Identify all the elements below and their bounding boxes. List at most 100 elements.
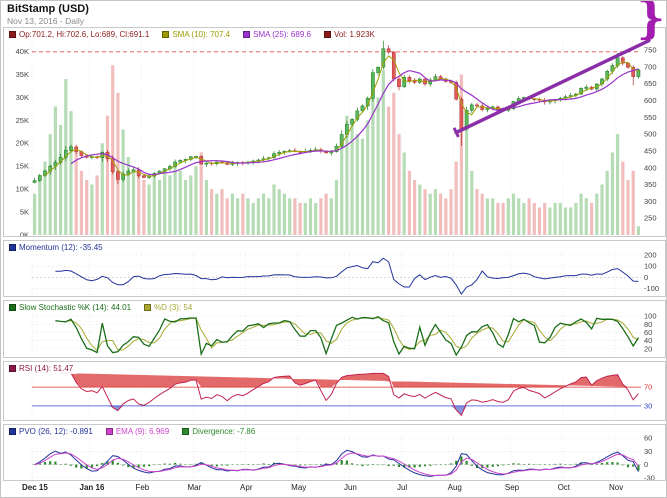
axis-tick-label: 100: [644, 262, 657, 271]
x-axis-label: Aug: [447, 483, 462, 492]
legend-swatch-icon: [9, 428, 16, 435]
x-axis-label: Sep: [504, 483, 520, 492]
legend-item[interactable]: SMA (25): 689.6: [243, 30, 311, 39]
axis-tick-label: 20: [644, 344, 652, 353]
trend-line-annotation[interactable]: [454, 38, 651, 135]
legend-swatch-icon: [9, 244, 16, 251]
axis-tick-label: 15K: [16, 162, 29, 171]
legend-label: Op:701.2, Hi:702.6, Lo:689, Cl:691.1: [19, 30, 150, 39]
legend-swatch-icon: [9, 31, 16, 38]
axis-tick-label: 200: [644, 250, 657, 259]
axis-tick-label: 5K: [20, 208, 29, 217]
chart-subtitle: Nov 13, 2016 - Daily: [7, 16, 85, 26]
sma25-line: [70, 68, 639, 176]
pvo-panel: 60 30 0 -30 PVO (26, 12): -0.891 EMA (9): 6.…: [3, 424, 666, 481]
legend-label: Vol: 1.923K: [333, 30, 375, 39]
axis-tick-label: 60: [644, 328, 652, 337]
legend-label: %D (3): 54: [154, 303, 193, 312]
momentum-chart-canvas[interactable]: 200 100 0 -100: [4, 241, 665, 296]
axis-tick-label: 70: [644, 383, 652, 392]
legend-label: PVO (26, 12): -0.891: [19, 427, 93, 436]
x-axis-label: Jan 16: [79, 483, 105, 492]
axis-tick-label: 500: [644, 130, 657, 139]
axis-tick-label: 750: [644, 46, 657, 55]
legend-label: EMA (9): 6.969: [115, 427, 170, 436]
pvo-legend: PVO (26, 12): -0.891 EMA (9): 6.969 Diverg…: [9, 426, 260, 437]
legend-item[interactable]: Slow Stochastic %K (14): 44.01: [9, 303, 131, 312]
legend-item[interactable]: Momentum (12): -35.45: [9, 243, 103, 252]
axis-tick-label: 100: [644, 312, 657, 321]
axis-tick-label: 650: [644, 79, 657, 88]
axis-tick-label: 60: [644, 434, 652, 443]
rsi-chart-canvas[interactable]: 70 30: [4, 362, 665, 420]
axis-tick-label: 30: [644, 401, 652, 410]
axis-tick-label: 40K: [16, 47, 29, 56]
axis-tick-label: 40: [644, 336, 652, 345]
x-axis-label: Mar: [187, 483, 202, 492]
legend-swatch-icon: [162, 31, 170, 38]
legend-item[interactable]: SMA (10): 707.4: [162, 30, 230, 39]
chart-header: BitStamp (USD) Nov 13, 2016 - Daily: [7, 3, 89, 26]
axis-tick-label: 400: [644, 163, 657, 172]
momentum-panel: 200 100 0 -100 Momentum (12): -35.45: [3, 240, 666, 297]
axis-tick-label: 350: [644, 180, 657, 189]
legend-label: Momentum (12): -35.45: [19, 243, 103, 252]
legend-swatch-icon: [182, 428, 190, 435]
axis-tick-label: 0K: [20, 231, 29, 237]
legend-label: SMA (10): 707.4: [172, 30, 231, 39]
axis-tick-label: 0: [644, 460, 648, 469]
axis-tick-label: 20K: [16, 139, 29, 148]
x-axis-label: Dec 15: [21, 483, 48, 492]
pvo-ema-line: [34, 452, 639, 476]
x-axis-label: Jun: [343, 483, 357, 492]
price-chart-canvas[interactable]: 750 700 650 600 550 500 450 400 350 300 250 40K 35K 3…: [4, 28, 665, 236]
legend-label: RSI (14): 51.47: [19, 364, 74, 373]
brace-annotation[interactable]: }: [636, 0, 665, 44]
legend-swatch-icon: [9, 304, 16, 311]
legend-item[interactable]: PVO (26, 12): -0.891: [9, 427, 93, 436]
x-axis: Dec 15 Jan 16 Feb Mar Apr May Jun Jul Aug Sep Oct N…: [3, 482, 666, 497]
legend-swatch-icon: [9, 365, 16, 372]
axis-tick-label: 30K: [16, 93, 29, 102]
legend-label: SMA (25): 689.6: [253, 30, 311, 39]
stochastic-panel: 100 80 60 40 20 Slow Stochastic %K (14): 44.…: [3, 300, 666, 358]
price-panel: 750 700 650 600 550 500 450 400 350 300 250 40K 35K 3…: [3, 27, 666, 237]
rsi-oversold-fill: [60, 405, 639, 416]
momentum-legend: Momentum (12): -35.45: [9, 242, 107, 253]
legend-swatch-icon: [105, 428, 113, 435]
stochastic-legend: Slow Stochastic %K (14): 44.01 %D (3): 54: [9, 302, 197, 313]
axis-tick-label: 450: [644, 146, 657, 155]
axis-tick-label: 300: [644, 197, 657, 206]
legend-item[interactable]: Op:701.2, Hi:702.6, Lo:689, Cl:691.1: [9, 30, 149, 39]
stoch-d-line: [65, 317, 639, 351]
axis-tick-label: -30: [644, 473, 655, 480]
legend-item[interactable]: Vol: 1.923K: [323, 30, 375, 39]
legend-item[interactable]: EMA (9): 6.969: [105, 427, 170, 436]
legend-item[interactable]: RSI (14): 51.47: [9, 364, 73, 373]
axis-tick-label: 25K: [16, 116, 29, 125]
chart-title: BitStamp (USD): [7, 3, 89, 15]
legend-item[interactable]: %D (3): 54: [144, 303, 192, 312]
legend-swatch-icon: [243, 31, 251, 38]
legend-item[interactable]: Divergence: -7.86: [182, 427, 255, 436]
rsi-panel: 70 30 RSI (14): 51.47: [3, 361, 666, 421]
price-legend: Op:701.2, Hi:702.6, Lo:689, Cl:691.1 SMA …: [9, 29, 379, 40]
axis-tick-label: 0: [644, 273, 648, 282]
legend-label: Divergence: -7.86: [192, 427, 256, 436]
x-axis-label: Apr: [240, 483, 253, 492]
axis-tick-label: 700: [644, 62, 657, 71]
axis-tick-label: -100: [644, 284, 659, 293]
stoch-k-line: [55, 315, 639, 357]
rsi-legend: RSI (14): 51.47: [9, 363, 78, 374]
x-axis-label: Feb: [135, 483, 150, 492]
axis-tick-label: 30: [644, 447, 652, 456]
axis-tick-label: 250: [644, 214, 657, 223]
pvo-chart-canvas[interactable]: 60 30 0 -30: [4, 425, 665, 480]
legend-label: Slow Stochastic %K (14): 44.01: [19, 303, 132, 312]
x-axis-label: Jul: [396, 483, 408, 492]
rsi-line: [60, 372, 639, 417]
legend-swatch-icon: [323, 31, 331, 38]
sma10-line: [44, 55, 639, 177]
